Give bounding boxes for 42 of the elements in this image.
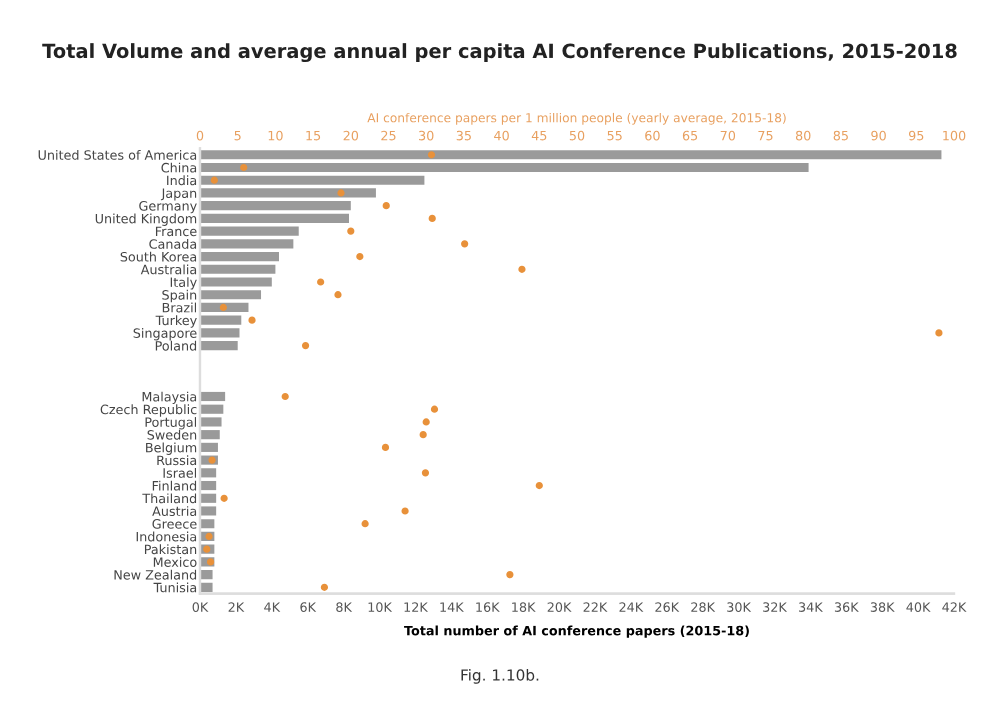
point — [205, 532, 213, 541]
point — [518, 265, 526, 273]
bar — [200, 341, 238, 351]
point — [347, 227, 355, 235]
point — [428, 214, 436, 222]
bar — [200, 391, 226, 402]
point — [422, 418, 430, 426]
bar — [200, 480, 217, 491]
point — [206, 558, 215, 566]
chart-title: Total Volume and average annual per capita AI Conference Publications, 2015-2018 — [42, 43, 957, 63]
point — [281, 392, 289, 401]
point — [334, 291, 342, 299]
bar — [200, 302, 249, 313]
point — [419, 431, 427, 439]
bar — [200, 570, 213, 580]
point — [421, 469, 430, 477]
point — [535, 481, 543, 490]
point — [317, 278, 325, 286]
point — [361, 520, 369, 528]
point — [219, 303, 227, 312]
point — [337, 189, 345, 197]
bar — [200, 582, 213, 592]
point — [220, 494, 228, 502]
point — [356, 252, 364, 261]
point — [320, 583, 329, 591]
bar — [200, 162, 809, 173]
point — [935, 329, 943, 337]
point — [240, 163, 248, 172]
point — [401, 507, 409, 515]
point — [430, 405, 439, 413]
point — [506, 570, 514, 579]
point — [301, 341, 310, 350]
bar — [200, 213, 349, 223]
point — [248, 316, 256, 324]
bar — [200, 442, 218, 452]
point — [382, 202, 390, 210]
point — [381, 443, 390, 451]
point — [461, 240, 469, 248]
point — [210, 176, 218, 184]
bar — [200, 150, 942, 160]
point — [427, 151, 436, 159]
bar — [200, 251, 279, 262]
